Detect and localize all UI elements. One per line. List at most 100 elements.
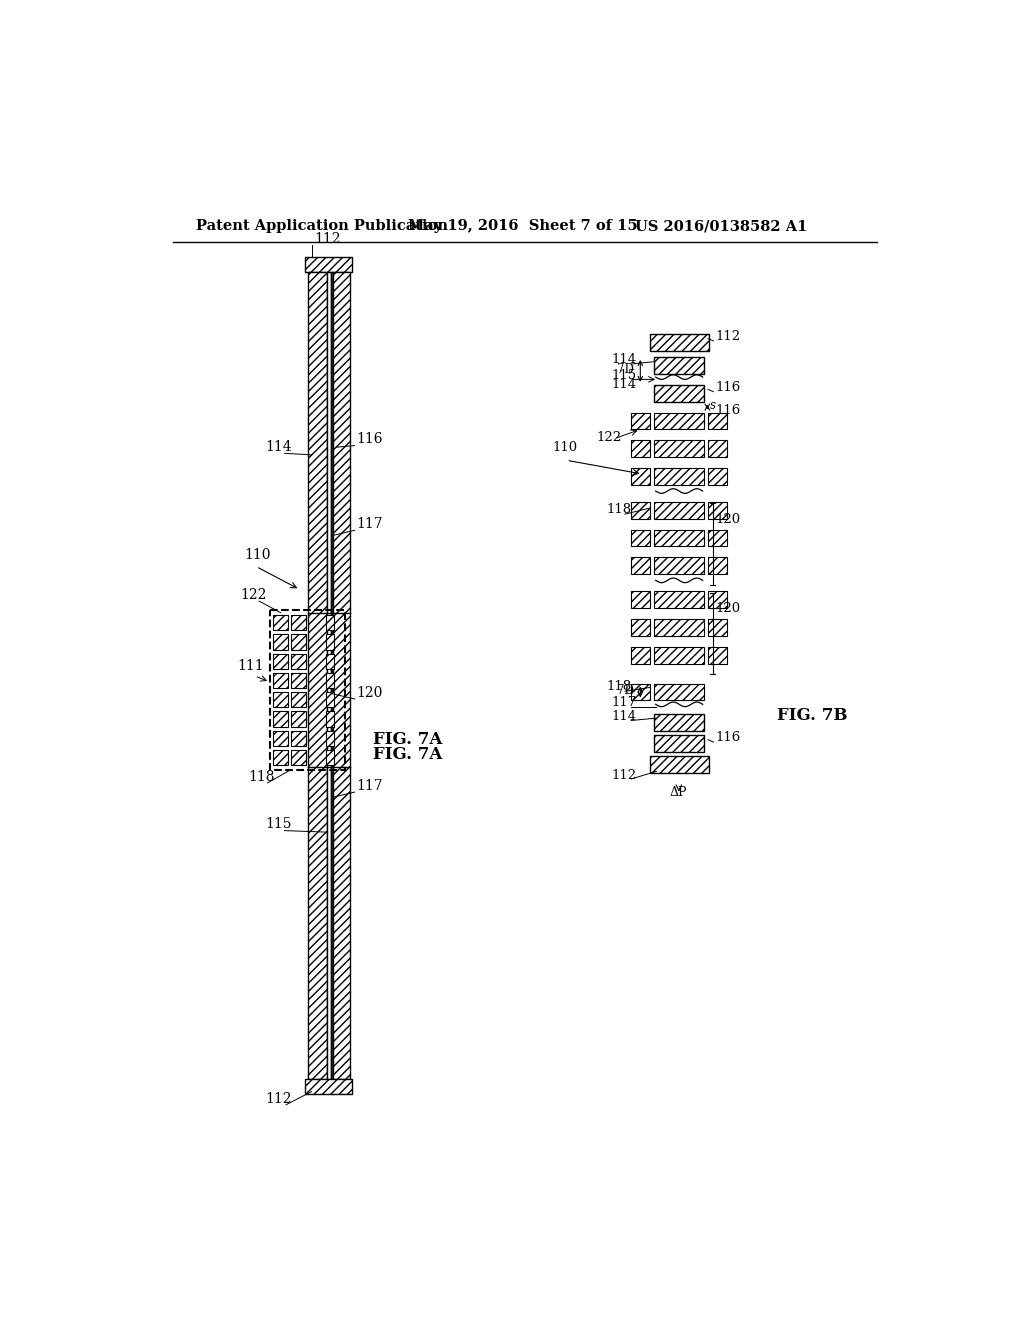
Bar [326, 750, 334, 766]
Bar [326, 615, 334, 631]
Bar [654, 714, 705, 730]
Bar [631, 557, 650, 574]
Text: 7D: 7D [617, 363, 634, 376]
Bar [273, 750, 289, 766]
Bar [326, 730, 334, 746]
Bar [270, 610, 345, 770]
Text: 118: 118 [606, 680, 632, 693]
Bar [654, 358, 705, 374]
Bar [273, 615, 289, 631]
Bar [708, 412, 727, 429]
Bar [654, 735, 705, 752]
Bar [631, 441, 650, 457]
Text: s: s [710, 399, 716, 412]
Bar [273, 730, 289, 746]
Text: 116: 116 [356, 433, 383, 446]
Bar [708, 529, 727, 546]
Text: 114: 114 [611, 710, 637, 723]
Bar [326, 653, 334, 669]
Bar [654, 619, 705, 636]
Text: FIG. 7A: FIG. 7A [373, 730, 442, 747]
Bar [305, 257, 352, 272]
Bar [307, 272, 327, 1078]
Text: 117: 117 [356, 517, 383, 531]
Bar [326, 711, 334, 726]
Bar [654, 385, 705, 401]
Text: 116: 116 [715, 381, 740, 393]
Bar [631, 647, 650, 664]
Bar [273, 653, 289, 669]
Text: 118: 118 [606, 503, 632, 516]
Bar [291, 692, 306, 708]
Text: US 2016/0138582 A1: US 2016/0138582 A1 [635, 219, 807, 234]
Bar [631, 502, 650, 519]
Bar [327, 272, 331, 1078]
Text: 112: 112 [715, 330, 740, 343]
Bar [654, 441, 705, 457]
Bar [708, 441, 727, 457]
Text: 112: 112 [611, 770, 637, 781]
Bar [631, 529, 650, 546]
Bar [291, 711, 306, 726]
Bar [305, 1078, 352, 1094]
Bar [649, 756, 709, 774]
Bar [708, 469, 727, 484]
Text: 114: 114 [611, 354, 637, 366]
Text: 114: 114 [611, 378, 637, 391]
Text: Patent Application Publication: Patent Application Publication [196, 219, 449, 234]
Bar [273, 711, 289, 726]
Bar [654, 529, 705, 546]
Bar [649, 334, 709, 351]
Bar [291, 730, 306, 746]
Bar [273, 635, 289, 649]
Bar [708, 647, 727, 664]
Text: 115: 115 [265, 817, 292, 832]
Bar [708, 502, 727, 519]
Bar [654, 469, 705, 484]
Text: 120: 120 [715, 512, 740, 525]
Bar [708, 619, 727, 636]
Bar [654, 684, 705, 701]
Bar [273, 692, 289, 708]
Bar [291, 615, 306, 631]
Bar [654, 647, 705, 664]
Bar [273, 673, 289, 688]
Bar [631, 619, 650, 636]
Text: May 19, 2016  Sheet 7 of 15: May 19, 2016 Sheet 7 of 15 [408, 219, 637, 234]
Bar [333, 272, 350, 1078]
Bar [291, 635, 306, 649]
Text: 117: 117 [611, 696, 637, 709]
Text: 116: 116 [715, 731, 740, 744]
Text: 116: 116 [715, 404, 740, 417]
Text: 112: 112 [265, 1092, 292, 1106]
Bar [654, 591, 705, 609]
Bar [631, 412, 650, 429]
Bar [654, 412, 705, 429]
Bar [291, 673, 306, 688]
Bar [708, 591, 727, 609]
Bar [631, 684, 650, 701]
Text: 114: 114 [265, 440, 292, 454]
Bar [654, 557, 705, 574]
Bar [326, 673, 334, 688]
Text: 7D: 7D [617, 684, 634, 697]
Bar [291, 750, 306, 766]
Text: 112: 112 [313, 232, 340, 246]
Bar [326, 635, 334, 649]
Text: 122: 122 [241, 587, 267, 602]
Text: 111: 111 [238, 660, 264, 673]
Bar [631, 591, 650, 609]
Bar [331, 272, 333, 1078]
Text: 110: 110 [553, 441, 578, 454]
Bar [291, 653, 306, 669]
Bar [326, 692, 334, 708]
Text: ΔP: ΔP [670, 785, 687, 799]
Text: FIG. 7B: FIG. 7B [777, 708, 848, 725]
Text: 120: 120 [356, 686, 383, 701]
Text: 118: 118 [249, 771, 274, 784]
Text: 122: 122 [596, 432, 622, 444]
Text: FIG. 7A: FIG. 7A [373, 746, 442, 763]
Text: 115: 115 [611, 368, 637, 381]
Text: 110: 110 [245, 548, 271, 562]
Text: 117: 117 [356, 779, 383, 793]
